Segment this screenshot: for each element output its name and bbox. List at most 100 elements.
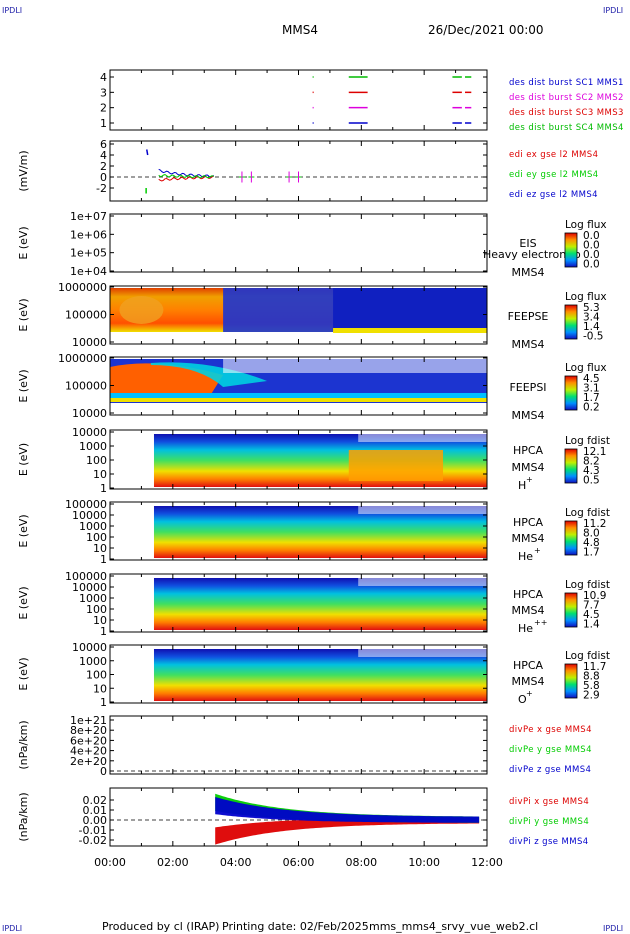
feepsi-mid-region: [150, 362, 268, 387]
feepse-tick-label: 100000: [65, 309, 107, 322]
feepsi-sparse-top: [223, 359, 487, 373]
hpca_o-colorbar-title: Log fdist: [565, 650, 610, 662]
feepsi-instrument-label: FEEPSI: [509, 381, 546, 394]
corner-label-bottom-right: IPDLI: [603, 924, 624, 933]
burst-legend-1: des dist burst SC2 MMS2: [509, 93, 624, 103]
hpca_h-colorbar-value: 4.3: [583, 465, 600, 477]
edi-tick-label: -2: [96, 182, 107, 195]
date-title: 26/Dec/2021 00:00: [428, 23, 544, 37]
hpca_h-colorbar: [564, 448, 578, 484]
edi-z-spike: [146, 149, 149, 156]
hpca_h-colorbar-value: 0.5: [583, 475, 600, 487]
hpca_hepp-tick-label: 100000: [65, 570, 107, 583]
hpca_he-tick-label: 100: [86, 531, 107, 544]
feepse-hotspot: [119, 296, 164, 324]
hpca_h-charge-label: +: [526, 475, 533, 484]
hpca_o-colorbar-value: 8.8: [583, 671, 600, 683]
hpca_he-colorbar-title: Log fdist: [565, 507, 610, 519]
divpe-legend-1: divPe y gse MMS4: [509, 745, 592, 755]
feepsi-ylabel: E (eV): [17, 369, 30, 402]
hpca_hepp-spectrogram: [153, 578, 487, 630]
divpe-tick-label: 4e+20: [70, 745, 107, 758]
burst-legend-0: des dist burst SC1 MMS1: [509, 78, 624, 88]
divpi-tick-label: 0.01: [83, 804, 108, 817]
hpca_he-charge-label: +: [534, 546, 541, 555]
eis-colorbar-title: Log flux: [565, 219, 607, 231]
hpca_hepp-tick-label: 1000: [79, 592, 107, 605]
hpca_hepp-tick-label: 1: [100, 625, 107, 638]
x-tick-label: 12:00: [471, 856, 503, 869]
feepse-tick-label: 1000000: [58, 281, 107, 294]
hpca_h-tick-label: 1000: [79, 440, 107, 453]
divpi-tick-label: -0.02: [79, 834, 107, 847]
hpca_he-colorbar-value: 4.8: [583, 537, 600, 549]
hpca_he-tick-label: 100000: [65, 498, 107, 511]
feepse-colorbar-value: 3.4: [583, 312, 600, 324]
hpca_h-sparse-top: [358, 432, 487, 442]
feepsi-band: [110, 393, 487, 399]
feepse-spacecraft-label: MMS4: [512, 338, 545, 351]
footer-script: mms_mms4_srvy_vue_web2.cl: [369, 920, 539, 933]
feepsi-hot-region: [110, 363, 224, 395]
eis-tick-label: 1e+07: [70, 210, 107, 223]
eis-tick-label: 1e+05: [70, 247, 107, 260]
burst-tick-label: 1: [100, 117, 107, 130]
hpca_he-colorbar-value: 8.0: [583, 528, 600, 540]
hpca_o-spectrogram: [153, 649, 487, 701]
hpca_he-instrument-label: HPCA: [513, 516, 544, 529]
feepsi-colorbar: [564, 375, 578, 411]
hpca_h-instrument-label: HPCA: [513, 444, 544, 457]
footer-producer: Produced by cl (IRAP): [102, 920, 220, 933]
hpca_o-tick-label: 100: [86, 669, 107, 682]
hpca-h-hot-block: [348, 450, 444, 481]
hpca_hepp-tick-label: 100: [86, 603, 107, 616]
edi-x-trace: [158, 175, 214, 182]
edi-ylabel: (mV/m): [17, 150, 30, 191]
hpca_hepp-colorbar-value: 1.4: [583, 619, 600, 631]
eis-spacecraft-label: MMS4: [512, 266, 545, 279]
footer-printing-date: Printing date: 02/Feb/2025: [222, 920, 369, 933]
divpe-tick-label: 2e+20: [70, 755, 107, 768]
hpca_hepp-charge-label: ++: [534, 618, 547, 627]
eis-tick-label: 1e+06: [70, 228, 107, 241]
feepse-colorbar-title: Log flux: [565, 291, 607, 303]
hpca_hepp-sparse-top: [358, 576, 487, 586]
hpca_o-sparse-top: [358, 647, 487, 657]
hpca_hepp-colorbar-value: 7.7: [583, 600, 600, 612]
edi-legend-0: edi ex gse l2 MMS4: [509, 150, 598, 160]
burst-tick-label: 2: [100, 102, 107, 115]
eis-colorbar-value: 0.0: [583, 240, 600, 252]
burst-frame: [109, 69, 488, 131]
hpca_h-tick-label: 10: [93, 468, 107, 481]
divpi-legend-0: divPi x gse MMS4: [509, 797, 589, 807]
divpi-x-trace: [215, 817, 480, 845]
eis-colorbar-value: 0.0: [583, 230, 600, 242]
hpca_o-tick-label: 10: [93, 682, 107, 695]
feepsi-colorbar-value: 0.2: [583, 402, 600, 414]
spacecraft-title: MMS4: [282, 23, 318, 37]
hpca_hepp-tick-label: 10000: [72, 581, 107, 594]
eis-colorbar: [564, 232, 578, 268]
divpe-ylabel: (nPa/km): [17, 720, 30, 769]
hpca_o-colorbar-value: 2.9: [583, 690, 600, 702]
eis-ylabel: E (eV): [17, 226, 30, 259]
hpca_o-colorbar-value: 11.7: [583, 661, 606, 673]
hpca_h-colorbar-value: 12.1: [583, 446, 606, 458]
feepsi-tick-label: 10000: [72, 407, 107, 420]
x-tick-label: 10:00: [408, 856, 440, 869]
edi-y-trace: [158, 174, 214, 179]
edi-tick-label: 6: [100, 138, 107, 151]
hpca_h-colorbar-title: Log fdist: [565, 435, 610, 447]
divpi-tick-label: 0.00: [83, 814, 108, 827]
divpe-tick-label: 1e+21: [70, 714, 107, 727]
hpca_he-colorbar: [564, 520, 578, 556]
hpca_h-spacecraft-label: MMS4: [512, 461, 545, 474]
hpca_hepp-colorbar-value: 10.9: [583, 590, 606, 602]
divpi-legend-1: divPi y gse MMS4: [509, 817, 589, 827]
feepse-colorbar-value: 1.4: [583, 321, 600, 333]
hpca_he-tick-label: 10: [93, 542, 107, 555]
divpi-legend-2: divPi z gse MMS4: [509, 837, 589, 847]
hpca_o-ylabel: E (eV): [17, 657, 30, 690]
burst-tick-label: 3: [100, 86, 107, 99]
edi-legend-1: edi ey gse l2 MMS4: [509, 170, 599, 180]
